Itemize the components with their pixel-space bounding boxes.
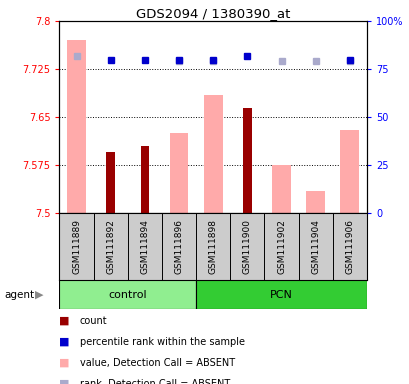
Text: ■: ■ bbox=[59, 358, 70, 368]
Text: agent: agent bbox=[4, 290, 34, 300]
Title: GDS2094 / 1380390_at: GDS2094 / 1380390_at bbox=[136, 7, 290, 20]
Bar bbox=[306, 191, 324, 213]
Text: GSM111894: GSM111894 bbox=[140, 219, 149, 274]
Text: GSM111900: GSM111900 bbox=[242, 219, 251, 274]
Bar bbox=[169, 133, 188, 213]
Bar bbox=[203, 95, 222, 213]
Text: GSM111892: GSM111892 bbox=[106, 219, 115, 274]
Text: value, Detection Call = ABSENT: value, Detection Call = ABSENT bbox=[80, 358, 234, 368]
Text: ■: ■ bbox=[59, 316, 70, 326]
Text: ■: ■ bbox=[59, 379, 70, 384]
Text: GSM111904: GSM111904 bbox=[310, 219, 319, 274]
Bar bbox=[106, 152, 115, 213]
Text: GSM111889: GSM111889 bbox=[72, 219, 81, 274]
Bar bbox=[67, 40, 86, 213]
Text: PCN: PCN bbox=[270, 290, 292, 300]
Text: control: control bbox=[108, 290, 147, 300]
Text: ▶: ▶ bbox=[35, 290, 43, 300]
Bar bbox=[339, 130, 358, 213]
Bar bbox=[196, 280, 366, 309]
Text: GSM111898: GSM111898 bbox=[208, 219, 217, 274]
Text: GSM111902: GSM111902 bbox=[276, 219, 285, 274]
Text: GSM111896: GSM111896 bbox=[174, 219, 183, 274]
Bar bbox=[272, 165, 290, 213]
Bar bbox=[59, 280, 196, 309]
Text: ■: ■ bbox=[59, 337, 70, 347]
Bar bbox=[140, 146, 149, 213]
Text: rank, Detection Call = ABSENT: rank, Detection Call = ABSENT bbox=[80, 379, 229, 384]
Text: percentile rank within the sample: percentile rank within the sample bbox=[80, 337, 244, 347]
Bar bbox=[243, 108, 251, 213]
Text: count: count bbox=[80, 316, 107, 326]
Text: GSM111906: GSM111906 bbox=[344, 219, 353, 274]
